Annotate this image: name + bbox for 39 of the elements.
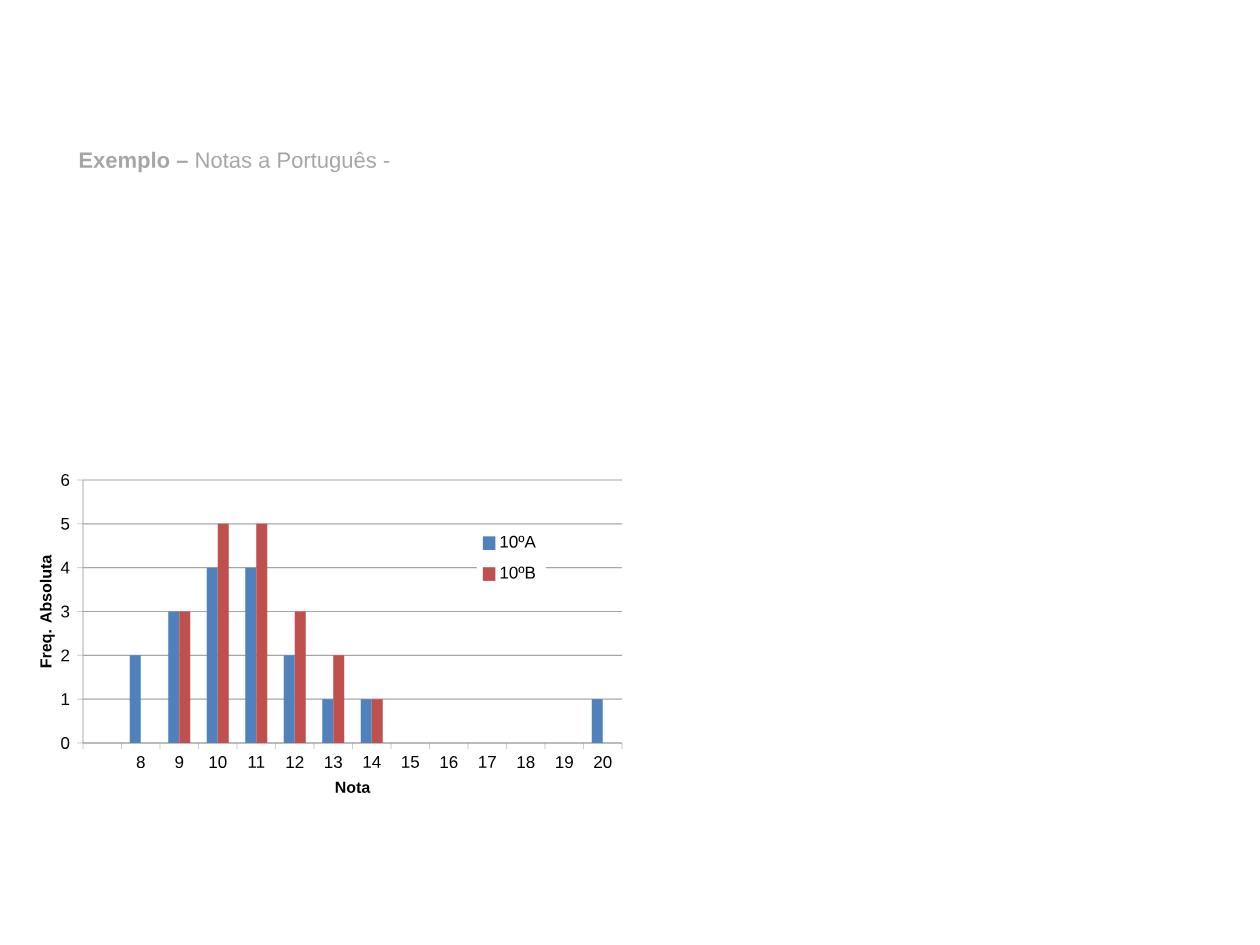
x-axis-title: Nota <box>335 781 371 793</box>
x-tick-label: 19 <box>556 756 573 769</box>
bar <box>256 523 268 743</box>
x-tick-label: 13 <box>325 756 342 769</box>
bar <box>283 655 295 743</box>
bar <box>333 655 345 743</box>
y-tick-label: 0 <box>61 736 70 749</box>
x-tick-label: 14 <box>363 756 381 768</box>
x-tick-label: 12 <box>286 756 304 768</box>
chart-title: Exemplo – Notas a Português - <box>79 151 390 173</box>
y-axis-title: Freq. Absoluta <box>39 554 55 668</box>
x-tick-label: 18 <box>517 756 535 769</box>
legend-label: 10ºA <box>500 535 536 548</box>
bar <box>217 523 229 743</box>
x-tick-label: 16 <box>440 756 458 769</box>
x-tick-label: 17 <box>479 756 496 768</box>
y-tick-label: 4 <box>60 561 70 574</box>
bar <box>129 655 141 743</box>
bar <box>294 611 306 743</box>
bar <box>322 699 334 743</box>
bar <box>245 567 257 743</box>
bar <box>168 611 180 743</box>
y-tick-label: 6 <box>61 473 70 486</box>
x-tick-label: 11 <box>248 756 265 768</box>
x-tick-label: 15 <box>402 756 419 768</box>
bar <box>591 699 603 743</box>
y-tick-label: 2 <box>61 649 70 662</box>
y-tick-label: 3 <box>61 605 70 618</box>
x-tick-label: 9 <box>175 756 184 769</box>
y-tick-label: 5 <box>61 517 70 530</box>
legend-label: 10ºB <box>500 566 535 579</box>
bar <box>360 699 372 743</box>
bar <box>206 567 218 743</box>
bar <box>179 611 191 743</box>
bar <box>371 699 383 743</box>
x-tick-label: 20 <box>594 756 612 769</box>
y-tick-label: 1 <box>61 693 70 705</box>
x-tick-label: 10 <box>209 756 227 769</box>
x-tick-label: 8 <box>136 756 145 769</box>
